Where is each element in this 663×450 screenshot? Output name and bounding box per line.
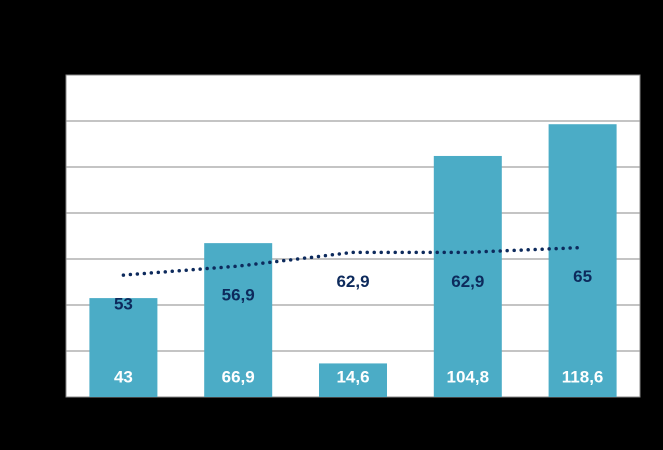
bar [89, 298, 158, 397]
line-value-label: 62,9 [336, 272, 369, 291]
bar-value-label: 66,9 [222, 367, 255, 386]
line-value-label: 56,9 [222, 286, 255, 305]
bar-value-label: 43 [114, 367, 133, 386]
y-tick-label: 60 [45, 251, 59, 265]
y-tick-label: 80 [45, 205, 59, 219]
line [121, 245, 585, 277]
bar [548, 124, 617, 397]
bar [319, 363, 387, 397]
line-value-label: 53 [114, 295, 133, 314]
bar-value-label: 118,6 [562, 367, 604, 386]
y-tick-label: 100 [38, 159, 58, 173]
y-tick-label: 20 [45, 343, 59, 357]
y-tick-label: 40 [45, 297, 59, 311]
plot-area [65, 74, 641, 398]
bar-value-label: 104,8 [447, 367, 490, 386]
bar-value-label: 14,6 [336, 367, 369, 386]
y-tick-label: 140 [38, 67, 58, 81]
line-value-label: 65 [573, 267, 592, 286]
y-tick-label: 0 [51, 389, 58, 403]
y-tick-label: 120 [38, 113, 58, 127]
line-value-label: 62,9 [451, 272, 484, 291]
bar [433, 155, 502, 397]
